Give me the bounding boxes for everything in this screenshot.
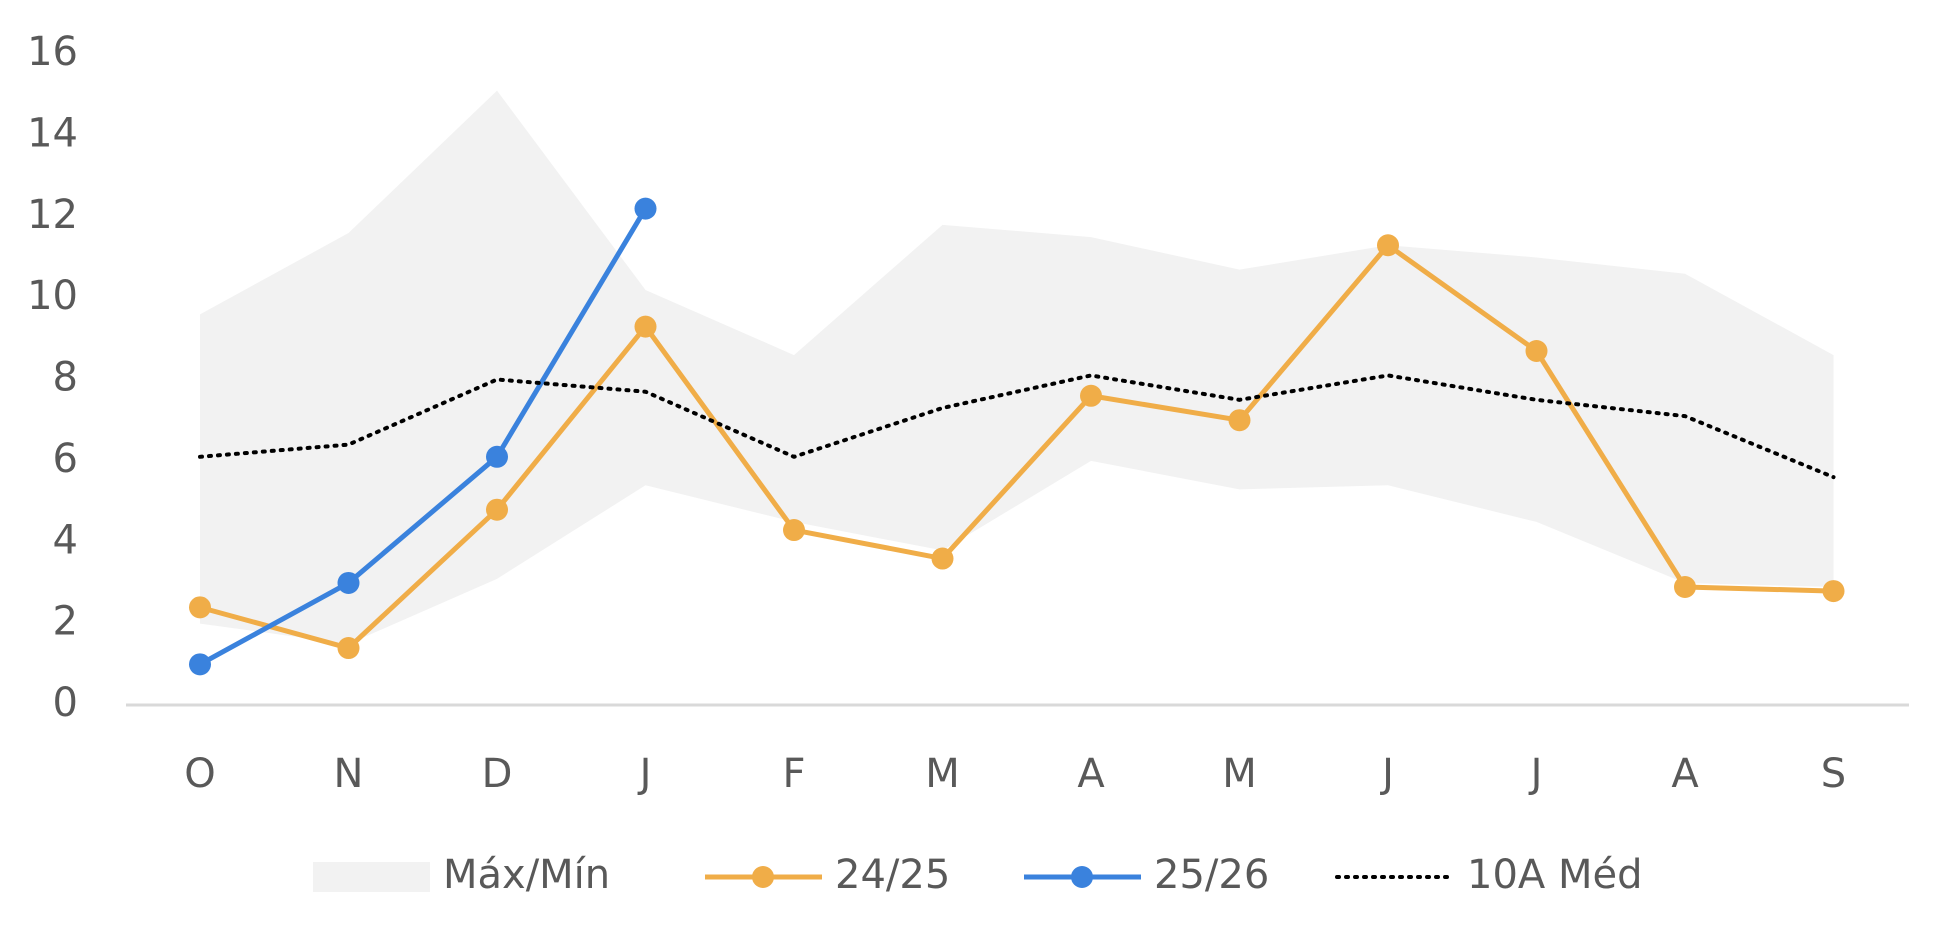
x-tick-label: F	[782, 751, 805, 797]
x-tick-label: S	[1821, 751, 1846, 797]
y-tick-label: 6	[53, 436, 78, 482]
y-tick-label: 16	[27, 29, 78, 75]
y-tick-label: 10	[27, 273, 78, 319]
x-tick-label: D	[482, 751, 513, 797]
legend-label: 25/26	[1154, 852, 1269, 898]
y-tick-label: 12	[27, 192, 78, 238]
x-tick-label: J	[637, 751, 652, 797]
legend-label: 24/25	[835, 852, 950, 898]
data-point	[1822, 580, 1845, 603]
data-point	[931, 547, 954, 570]
data-point	[337, 571, 360, 594]
x-tick-label: J	[1379, 751, 1394, 797]
y-tick-label: 2	[53, 599, 78, 645]
y-tick-label: 0	[53, 680, 78, 726]
data-point	[634, 315, 657, 338]
data-point	[634, 197, 657, 220]
legend-marker	[1071, 866, 1093, 888]
legend-label: Máx/Mín	[443, 852, 610, 898]
series-line	[198, 373, 1836, 480]
range-area	[200, 90, 1834, 644]
series-line	[198, 207, 648, 667]
data-point	[1228, 409, 1251, 432]
y-tick-label: 14	[27, 110, 78, 156]
data-point	[189, 596, 211, 619]
data-point	[1674, 576, 1696, 599]
x-tick-label: N	[334, 751, 364, 797]
x-tick-label: J	[1528, 751, 1543, 797]
x-tick-label: A	[1671, 751, 1699, 797]
data-point	[1525, 340, 1548, 363]
x-tick-label: A	[1077, 751, 1105, 797]
legend-swatch	[313, 862, 430, 892]
data-point	[486, 498, 508, 521]
x-tick-label: O	[184, 751, 215, 797]
data-point	[1377, 234, 1399, 257]
data-point	[189, 653, 211, 676]
legend-label: 10A Méd	[1467, 852, 1643, 898]
data-point	[337, 637, 360, 660]
x-tick-label: M	[925, 751, 960, 797]
data-point	[1080, 384, 1102, 407]
data-point	[783, 519, 805, 542]
series-line	[199, 242, 1834, 651]
legend-marker	[752, 866, 774, 888]
x-tick-label: M	[1222, 751, 1257, 797]
y-tick-label: 8	[53, 355, 78, 401]
y-tick-label: 4	[53, 517, 78, 563]
data-point	[486, 445, 508, 468]
